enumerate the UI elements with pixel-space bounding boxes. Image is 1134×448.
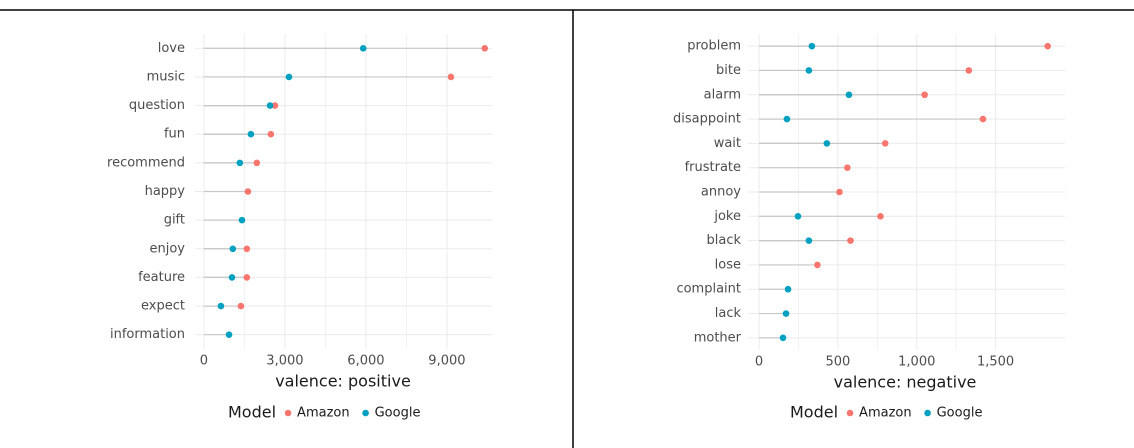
y-tick-label: wait [714, 136, 741, 151]
x-tick-label: 9,000 [428, 354, 465, 369]
dot [243, 274, 251, 281]
legend-marker [362, 409, 369, 417]
y-tick-label: annoy [701, 185, 741, 200]
y-tick-label: question [129, 98, 185, 113]
y-tick-label: black [706, 233, 741, 248]
y-tick-label: information [110, 327, 185, 342]
dot [783, 115, 791, 123]
legend-marker [924, 409, 931, 417]
y-tick-label: lack [715, 306, 742, 321]
dot [247, 130, 255, 138]
y-tick-label: frustrate [685, 160, 741, 175]
dot [805, 67, 813, 74]
dot [782, 310, 790, 317]
dot [266, 102, 274, 109]
legend-marker [846, 409, 854, 417]
legend-label: Google [937, 406, 983, 421]
y-tick-label: fun [164, 127, 185, 142]
y-tick-label: love [158, 41, 185, 56]
dot [814, 261, 821, 269]
y-tick-label: lose [715, 257, 741, 272]
dot [243, 245, 251, 253]
x-tick-label: 1,500 [977, 355, 1014, 370]
dot [229, 245, 237, 253]
dot [845, 91, 853, 99]
dot [238, 216, 246, 224]
y-tick-label: bite [716, 63, 741, 78]
legend-title: Model [228, 403, 276, 422]
legend-label: Amazon [297, 406, 350, 421]
dot [784, 285, 792, 293]
y-tick-label: complaint [676, 282, 741, 297]
dot [228, 274, 236, 281]
dot [447, 73, 455, 81]
x-tick-label: 0 [755, 355, 763, 370]
y-tick-label: expect [141, 299, 185, 314]
dot [877, 213, 884, 220]
dot [823, 140, 831, 147]
y-tick-label: recommend [107, 155, 185, 170]
dot [1044, 42, 1051, 50]
dot [921, 91, 928, 99]
y-tick-label: joke [713, 209, 741, 224]
y-tick-label: gift [164, 213, 185, 228]
legend-label: Google [375, 406, 421, 421]
dot [481, 45, 489, 52]
y-tick-label: problem [687, 39, 741, 54]
dot [237, 302, 245, 310]
legend-label: Amazon [859, 406, 912, 421]
dot [808, 42, 816, 50]
legend-marker [284, 409, 292, 417]
dot [285, 73, 293, 81]
x-axis-title: valence: negative [834, 373, 977, 392]
x-tick-label: 500 [825, 355, 850, 370]
x-tick-label: 6,000 [347, 354, 384, 369]
y-tick-label: enjoy [150, 241, 186, 256]
y-tick-label: alarm [704, 87, 741, 102]
x-tick-label: 1,000 [898, 355, 935, 370]
dot [244, 188, 252, 195]
dot [965, 67, 973, 74]
y-tick-label: feature [138, 270, 185, 285]
x-axis-title: valence: positive [275, 372, 411, 391]
dot [267, 130, 275, 138]
dot [847, 237, 854, 244]
dot [359, 45, 367, 52]
dot [225, 331, 233, 338]
y-tick-label: mother [694, 330, 742, 345]
dot [779, 334, 787, 342]
dot [253, 159, 261, 167]
dot [236, 159, 244, 167]
dot [881, 140, 889, 147]
y-tick-label: disappoint [673, 112, 741, 127]
y-tick-label: happy [145, 184, 186, 199]
dot [217, 302, 225, 310]
x-tick-label: 3,000 [266, 354, 303, 369]
x-tick-label: 0 [200, 354, 208, 369]
dot [271, 102, 279, 109]
legend-title: Model [790, 403, 838, 422]
dot [805, 237, 813, 244]
dot [979, 115, 987, 123]
dot [836, 188, 843, 196]
y-tick-label: music [147, 69, 185, 84]
dot [844, 164, 851, 171]
dot [794, 213, 802, 220]
